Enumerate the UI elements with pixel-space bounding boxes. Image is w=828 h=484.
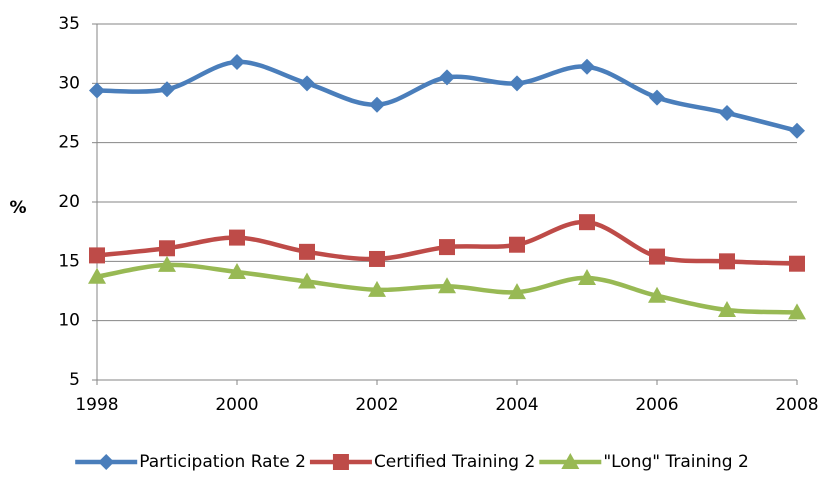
y-axis-label: % [9,198,26,218]
x-tick-label: 2000 [215,395,258,415]
marker [368,280,386,297]
marker [438,277,456,294]
marker [159,81,175,98]
y-tick-label: 5 [69,370,80,390]
legend: Participation Rate 2 Certified Training 2… [75,452,749,472]
marker [719,253,735,270]
y-tick-label: 15 [58,251,80,271]
marker [649,89,665,106]
marker [561,453,580,469]
x-tick-label: 2008 [775,395,818,415]
y-tick-label: 10 [58,311,80,331]
marker [509,236,525,253]
legend-label: Certified Training 2 [374,452,535,472]
marker [508,283,526,300]
marker [228,263,246,280]
marker [229,53,245,70]
marker [158,255,176,272]
x-tick-label: 1998 [75,395,118,415]
x-tick-label: 2002 [355,395,398,415]
marker [89,247,105,264]
y-tick-label: 25 [58,133,80,153]
x-tick-label: 2004 [495,395,538,415]
marker [439,239,455,256]
marker [788,303,806,320]
marker [89,82,105,99]
marker [298,272,316,289]
marker [98,454,115,470]
marker [648,286,666,303]
marker [229,229,245,246]
marker [719,105,735,121]
y-tick-label: 30 [58,73,80,93]
y-tick-label: 35 [58,14,80,34]
marker [88,267,106,284]
marker [332,454,349,470]
x-tick-label: 2006 [635,395,678,415]
marker [579,214,595,231]
marker [439,69,455,86]
marker [369,96,385,113]
legend-label: Participation Rate 2 [139,452,306,472]
marker [299,243,315,260]
marker [579,58,595,75]
marker [578,268,596,285]
marker [789,255,805,272]
y-tick-label: 20 [58,192,80,212]
marker [369,250,385,267]
marker [159,240,175,257]
legend-label: "Long" Training 2 [603,452,748,472]
marker [649,248,665,265]
marker [299,75,315,92]
marker [789,122,805,139]
marker [509,75,525,92]
marker [718,300,736,317]
